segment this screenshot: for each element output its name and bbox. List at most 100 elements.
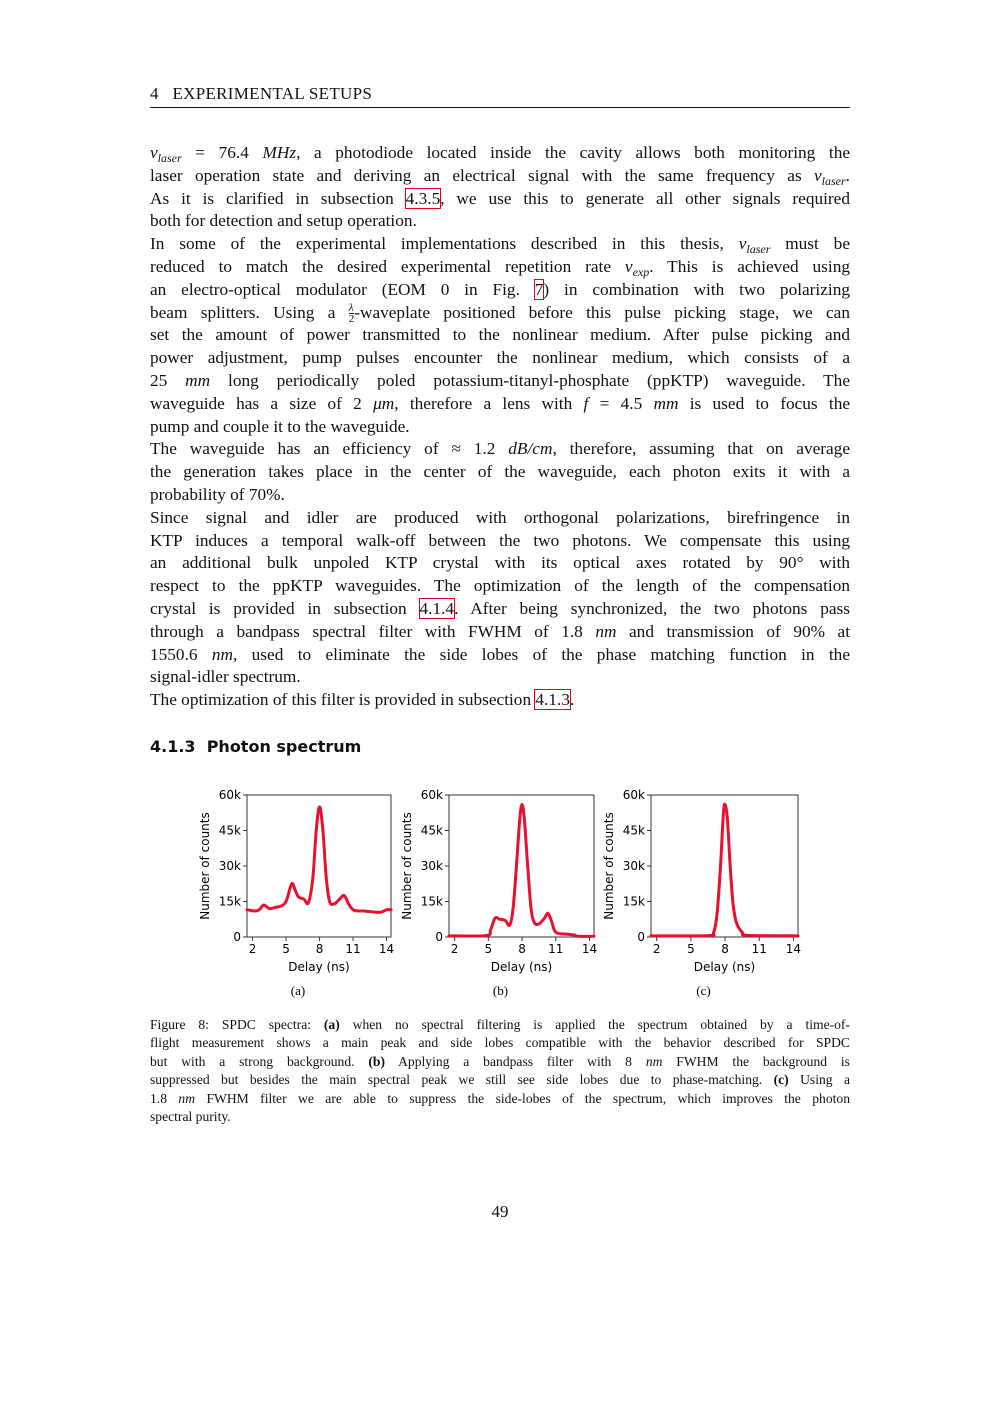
y-tick-label: 30k xyxy=(623,859,645,873)
text-line: beam splitters. Using a λ 2 -waveplate pos… xyxy=(150,302,850,325)
math-subscript: laser xyxy=(746,242,771,257)
data-point xyxy=(719,865,722,867)
data-point xyxy=(554,931,557,934)
data-point xyxy=(512,907,514,910)
text-run: FWHM filter we are able to suppress the … xyxy=(195,1090,851,1106)
math-text: nm xyxy=(178,1090,196,1106)
y-tick-label: 60k xyxy=(421,788,443,802)
x-axis-label: Delay (ns) xyxy=(288,960,349,974)
data-point xyxy=(246,908,248,911)
text-run: crystal is provided in subsection xyxy=(150,598,420,618)
y-tick-label: 0 xyxy=(435,930,443,944)
text-run: = 4.5 xyxy=(588,393,654,413)
data-point xyxy=(530,907,532,910)
cross-reference-link[interactable]: 7 xyxy=(533,278,545,300)
data-point xyxy=(448,935,450,937)
data-point xyxy=(294,888,296,891)
text-line: Since signal and idler are produced with… xyxy=(150,507,850,530)
subfigure-label: (b) xyxy=(493,983,508,998)
text-line: 25 mm long periodically poled potassium-… xyxy=(150,370,850,393)
spectrum-series-line xyxy=(649,802,800,938)
text-line: laser operation state and deriving an el… xyxy=(150,165,850,188)
y-tick-label: 30k xyxy=(219,859,241,873)
cross-reference-link[interactable]: 4.1.3 xyxy=(534,689,571,711)
text-run: reduced to match the desired experimenta… xyxy=(150,256,625,276)
text-run: probability of 70%. xyxy=(150,484,285,504)
y-axis-label: Number of counts xyxy=(198,812,212,920)
cross-reference-link[interactable]: 4.1.4 xyxy=(418,597,456,619)
text-run: , we use this to generate all other sign… xyxy=(440,188,850,208)
text-run: Figure 8: SPDC spectra: xyxy=(150,1017,324,1032)
x-tick-label: 8 xyxy=(316,942,324,956)
running-header: 4 EXPERIMENTAL SETUPS xyxy=(150,84,373,103)
data-point xyxy=(508,924,511,926)
data-point xyxy=(279,905,282,908)
math-text: nm xyxy=(645,1053,663,1069)
data-point xyxy=(538,923,540,925)
text-run: spectral purity. xyxy=(150,1108,231,1124)
cross-reference-link[interactable]: 4.3.5 xyxy=(404,187,442,209)
text-run: As it is clarified in subsection xyxy=(150,188,406,208)
data-point xyxy=(347,903,350,905)
data-point xyxy=(357,910,360,912)
x-tick-label: 14 xyxy=(582,942,597,956)
text-line: As it is clarified in subsection 4.3.5, … xyxy=(150,187,850,211)
x-tick-label: 2 xyxy=(249,942,257,956)
spectrum-series-line xyxy=(447,802,596,938)
text-line: In some of the experimental implementati… xyxy=(150,233,850,256)
text-line: signal-idler spectrum. xyxy=(150,666,850,689)
math-text: f xyxy=(583,393,589,413)
data-point xyxy=(593,935,595,938)
data-point xyxy=(258,908,261,911)
text-run: Using a xyxy=(788,1072,850,1088)
body-text: νlaser = 76.4 MHz, a photodiode located … xyxy=(150,142,850,712)
data-point xyxy=(312,877,314,879)
x-tick-label: 11 xyxy=(752,942,767,956)
data-point xyxy=(374,911,377,913)
text-run: Applying a bandpass filter with 8 xyxy=(385,1053,646,1069)
x-axis-label: Delay (ns) xyxy=(694,960,755,974)
data-point xyxy=(315,829,318,832)
data-point xyxy=(343,894,345,897)
y-tick-label: 60k xyxy=(219,788,241,802)
text-run: an additional bulk unpoled KTP crystal w… xyxy=(150,553,850,573)
x-tick-label: 2 xyxy=(653,942,661,956)
text-line: but with a strong background. (b) Applyi… xyxy=(150,1053,850,1071)
math-text: ν xyxy=(624,256,633,276)
data-point xyxy=(268,907,271,910)
text-run: , therefore, assuming that on average xyxy=(552,439,850,459)
text-line: reduced to match the desired experimenta… xyxy=(150,256,850,279)
data-point xyxy=(262,904,265,906)
data-point xyxy=(732,903,734,905)
text-run: KTP induces a temporal walk-off between … xyxy=(150,530,850,550)
data-point xyxy=(523,817,526,820)
y-tick-label: 15k xyxy=(219,895,241,909)
data-point xyxy=(735,922,738,924)
text-run: , a photodiode located inside the cavity… xyxy=(296,143,851,162)
text-run: 1550.6 xyxy=(150,644,212,664)
chart-panel-b: 2 5 8 11 14 0 15k 30k 45k 60k Delay (ns) Number of … xyxy=(400,788,597,998)
math-text: MHz xyxy=(262,143,297,162)
data-point xyxy=(307,901,310,904)
math-text: μm xyxy=(373,393,395,413)
text-line: The optimization of this filter is provi… xyxy=(150,689,850,712)
text-run: an electro-optical modulator (EOM 0 in F… xyxy=(150,279,535,299)
data-point xyxy=(797,935,799,937)
data-point xyxy=(390,908,392,911)
text-line: crystal is provided in subsection 4.1.4.… xyxy=(150,597,850,621)
x-tick-label: 14 xyxy=(379,942,394,956)
data-point xyxy=(547,912,549,915)
text-run: pump and couple it to the waveguide. xyxy=(150,416,410,436)
x-tick-label: 11 xyxy=(345,942,360,956)
data-point xyxy=(707,934,709,937)
data-point xyxy=(729,865,731,867)
text-run: laser operation state and deriving an el… xyxy=(150,165,814,185)
text-line: the generation takes place in the center… xyxy=(150,461,850,484)
math-text: ν xyxy=(814,165,822,185)
text-run: long periodically poled potassium-titany… xyxy=(210,370,850,390)
data-point xyxy=(352,908,354,911)
x-tick-label: 8 xyxy=(518,942,526,956)
math-subscript: laser xyxy=(157,151,182,165)
data-point xyxy=(712,931,715,934)
x-tick-label: 2 xyxy=(451,942,459,956)
